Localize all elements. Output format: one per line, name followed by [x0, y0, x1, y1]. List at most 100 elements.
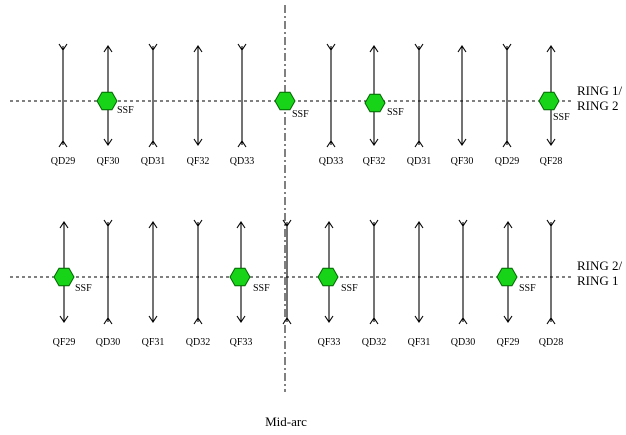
magnet-label: QF32 — [187, 156, 210, 167]
fork-top-icon — [502, 43, 512, 51]
ring-label-top-line2: RING 2 — [577, 98, 619, 113]
sextupole: SSF — [496, 267, 536, 294]
fork-bottom-icon — [546, 317, 556, 325]
magnet-label: QD31 — [141, 156, 165, 167]
sextupole-label: SSF — [292, 109, 309, 120]
fork-top-icon — [414, 43, 424, 51]
sextupole: SSF — [538, 91, 570, 123]
arrow-up-icon — [503, 221, 513, 229]
magnet-label: QF29 — [497, 337, 520, 348]
hexagon-icon — [317, 267, 339, 287]
arrow-down-icon — [546, 138, 556, 146]
defocusing-quadrupole: QD33 — [319, 43, 343, 167]
fork-top-icon — [369, 219, 379, 227]
fork-top-icon — [58, 43, 68, 51]
defocusing-quadrupole: QD32 — [362, 219, 386, 348]
magnet-label: QF30 — [97, 156, 120, 167]
arrow-up-icon — [236, 221, 246, 229]
arrow-up-icon — [457, 45, 467, 53]
arrow-down-icon — [369, 138, 379, 146]
defocusing-quadrupole: QD31 — [141, 43, 165, 167]
fork-bottom-icon — [458, 317, 468, 325]
arrow-up-icon — [324, 221, 334, 229]
arrow-down-icon — [148, 315, 158, 323]
magnet-label: QD30 — [96, 337, 120, 348]
sextupole-label: SSF — [553, 112, 570, 123]
fork-bottom-icon — [369, 317, 379, 325]
defocusing-quadrupole: QD30 — [96, 219, 120, 348]
sextupole: SSF — [364, 93, 404, 118]
sextupole: SSF — [53, 267, 92, 294]
magnet-label: QF33 — [318, 337, 341, 348]
focusing-quadrupole: QF31 — [408, 221, 431, 348]
sextupole-label: SSF — [519, 283, 536, 294]
ring-label-top-line1: RING 1/ — [577, 83, 623, 98]
magnet-label: QF33 — [230, 337, 253, 348]
sextupole-label: SSF — [341, 283, 358, 294]
magnet-label: QF31 — [408, 337, 431, 348]
hexagon-icon — [364, 93, 386, 113]
magnet-label: QD29 — [495, 156, 519, 167]
defocusing-quadrupole — [282, 219, 292, 325]
magnet-label: QD32 — [362, 337, 386, 348]
fork-bottom-icon — [237, 140, 247, 148]
arrow-up-icon — [369, 45, 379, 53]
magnet-label: QD28 — [539, 337, 563, 348]
fork-bottom-icon — [103, 317, 113, 325]
magnet-label: QD33 — [230, 156, 254, 167]
bottom-row-magnets: QF29 QD30 QF31 QD32 QF33 QF33 QD32 QF31 QD30 QF29… — [53, 219, 563, 348]
arrow-up-icon — [59, 221, 69, 229]
magnet-label: QF30 — [451, 156, 474, 167]
magnet-label: QD33 — [319, 156, 343, 167]
fork-bottom-icon — [148, 140, 158, 148]
sextupole: SSF — [274, 91, 309, 120]
ring-label-bottom-line1: RING 2/ — [577, 258, 623, 273]
sextupole-label: SSF — [75, 283, 92, 294]
hexagon-icon — [496, 267, 518, 287]
magnet-label: QD29 — [51, 156, 75, 167]
magnet-label: QD31 — [407, 156, 431, 167]
arrow-down-icon — [324, 315, 334, 323]
fork-bottom-icon — [326, 140, 336, 148]
fork-bottom-icon — [58, 140, 68, 148]
arrow-down-icon — [59, 315, 69, 323]
arrow-down-icon — [457, 138, 467, 146]
arrow-up-icon — [193, 45, 203, 53]
fork-top-icon — [148, 43, 158, 51]
hexagon-icon — [538, 91, 560, 111]
beam-lines — [10, 5, 572, 392]
fork-top-icon — [458, 219, 468, 227]
sextupole: SSF — [229, 267, 270, 294]
sextupoles: SSF SSF SSF SSF SSF SSF SSF SSF — [53, 91, 570, 294]
fork-top-icon — [282, 219, 292, 227]
arrow-up-icon — [103, 45, 113, 53]
arrow-down-icon — [236, 315, 246, 323]
arrow-up-icon — [414, 221, 424, 229]
fork-top-icon — [193, 219, 203, 227]
magnet-label: QF28 — [540, 156, 563, 167]
hexagon-icon — [53, 267, 75, 287]
sextupole-label: SSF — [253, 283, 270, 294]
defocusing-quadrupole: QD28 — [539, 219, 563, 348]
top-row-magnets: QD29 QF30 QD31 QF32 QD33 QD33 QF32 QD31 QF30 QD29… — [51, 43, 563, 167]
sextupole: SSF — [96, 91, 134, 116]
defocusing-quadrupole: QD31 — [407, 43, 431, 167]
arrow-down-icon — [103, 138, 113, 146]
fork-top-icon — [103, 219, 113, 227]
fork-top-icon — [237, 43, 247, 51]
sextupole-label: SSF — [387, 107, 404, 118]
fork-bottom-icon — [282, 317, 292, 325]
fork-bottom-icon — [193, 317, 203, 325]
arrow-up-icon — [148, 221, 158, 229]
arrow-down-icon — [503, 315, 513, 323]
fork-top-icon — [326, 43, 336, 51]
defocusing-quadrupole: QD30 — [451, 219, 475, 348]
fork-bottom-icon — [502, 140, 512, 148]
sextupole-label: SSF — [117, 105, 134, 116]
arrow-up-icon — [546, 45, 556, 53]
focusing-quadrupole: QF30 — [451, 45, 474, 167]
defocusing-quadrupole: QD29 — [51, 43, 75, 167]
hexagon-icon — [229, 267, 251, 287]
mid-arc-label: Mid-arc — [265, 414, 307, 429]
